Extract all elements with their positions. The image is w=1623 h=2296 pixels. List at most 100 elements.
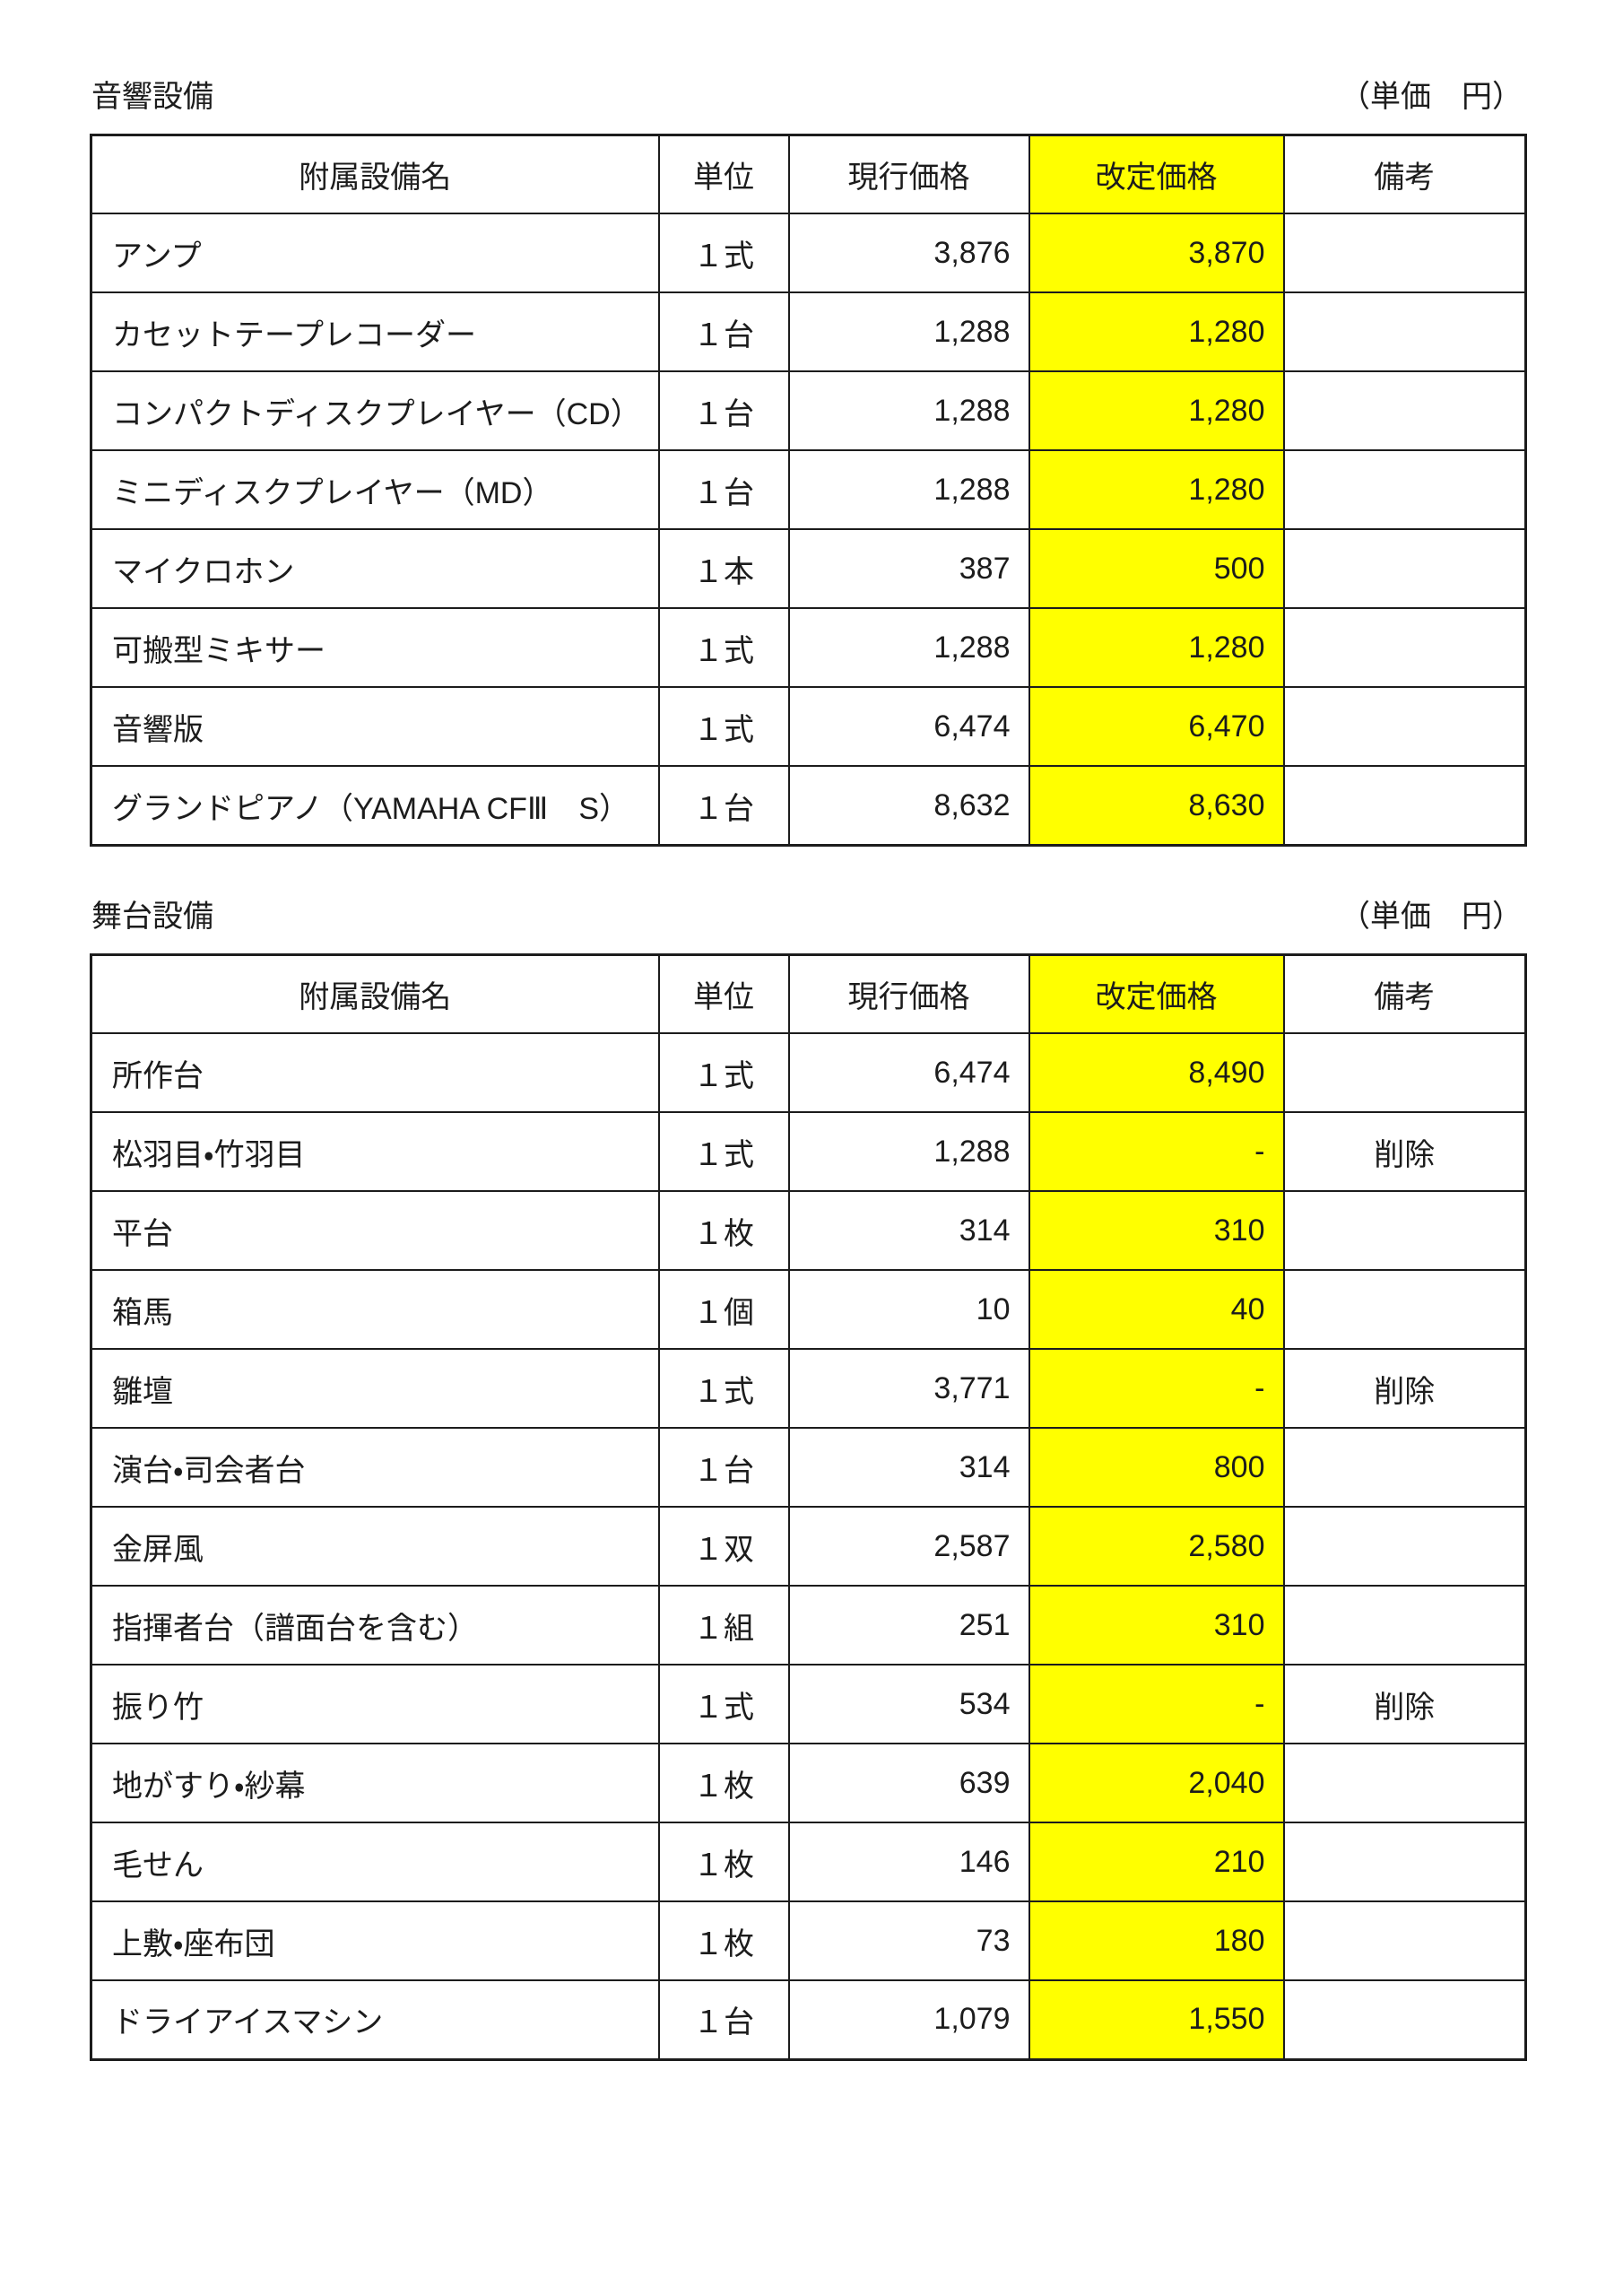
table-row: 平台 １枚 314 310: [90, 1190, 1527, 1272]
cell-revised-price: 180: [1028, 1900, 1285, 1982]
cell-unit: １個: [657, 1269, 790, 1351]
table-title-audio: 音響設備: [91, 80, 213, 114]
cell-revised-price: 800: [1028, 1427, 1285, 1509]
header-current-price: 現行価格: [787, 953, 1030, 1035]
cell-revised-price: 1,550: [1028, 1979, 1285, 2061]
cell-current-price: 1,288: [787, 291, 1030, 373]
cell-equipment-name: 上敷・座布団: [90, 1900, 660, 1982]
table-row: 演台・司会者台 １台 314 800: [90, 1427, 1527, 1509]
cell-revised-price: 8,490: [1028, 1032, 1285, 1114]
cell-equipment-name: コンパクトディスクプレイヤー（CD）: [90, 370, 660, 452]
cell-remarks: [1282, 1032, 1527, 1114]
cell-revised-price: 1,280: [1028, 370, 1285, 452]
header-revised-price: 改定価格: [1028, 953, 1285, 1035]
table-body: 所作台 １式 6,474 8,490 松羽目・竹羽目 １式 1,288- 削除 平台 １枚 314 3…: [90, 1032, 1527, 2061]
cell-equipment-name: ミニディスクプレイヤー（MD）: [90, 449, 660, 531]
cell-unit: １組: [657, 1585, 790, 1666]
table-row: コンパクトディスクプレイヤー（CD） １台 1,288 1,280: [90, 370, 1527, 452]
cell-revised-price: 2,040: [1028, 1743, 1285, 1824]
header-revised-price: 改定価格: [1028, 134, 1285, 215]
cell-unit: １式: [657, 686, 790, 768]
cell-remarks: [1282, 1190, 1527, 1272]
table-row: 金屏風 １双 2,587 2,580: [90, 1506, 1527, 1587]
cell-unit: １式: [657, 1032, 790, 1114]
cell-unit: １枚: [657, 1822, 790, 1903]
cell-equipment-name: グランドピアノ（YAMAHA CFⅢ S）: [90, 765, 660, 847]
table-body: アンプ １式 3,876 3,870 カセットテープレコーダー １台 1,288 1,280 コ…: [90, 213, 1527, 847]
cell-unit: １台: [657, 1427, 790, 1509]
cell-remarks: [1282, 1269, 1527, 1351]
cell-equipment-name: 平台: [90, 1190, 660, 1272]
header-equipment-name: 附属設備名: [90, 953, 660, 1035]
cell-equipment-name: 振り竹: [90, 1664, 660, 1745]
cell-revised-price: 3,870: [1028, 213, 1285, 294]
cell-unit: １式: [657, 1111, 790, 1193]
cell-current-price: 6,474: [787, 1032, 1030, 1114]
cell-unit: １枚: [657, 1190, 790, 1272]
cell-revised-price: -: [1028, 1664, 1285, 1745]
header-row: 附属設備名 単位 現行価格 改定価格 備考: [90, 134, 1527, 215]
cell-unit: １双: [657, 1506, 790, 1587]
table-header: 附属設備名 単位 現行価格 改定価格 備考: [90, 953, 1527, 1035]
cell-current-price: 2,587: [787, 1506, 1030, 1587]
cell-unit: １台: [657, 449, 790, 531]
cell-unit: １台: [657, 765, 790, 847]
cell-current-price: 73: [787, 1900, 1030, 1982]
table-row: ミニディスクプレイヤー（MD） １台 1,288 1,280: [90, 449, 1527, 531]
cell-equipment-name: ドライアイスマシン: [90, 1979, 660, 2061]
cell-unit: １枚: [657, 1743, 790, 1824]
cell-remarks: [1282, 1743, 1527, 1824]
cell-current-price: 387: [787, 528, 1030, 610]
cell-current-price: 3,771: [787, 1348, 1030, 1430]
cell-revised-price: 6,470: [1028, 686, 1285, 768]
cell-remarks: 削除: [1282, 1111, 1527, 1193]
table-row: マイクロホン １本 387 500: [90, 528, 1527, 610]
cell-revised-price: -: [1028, 1348, 1285, 1430]
cell-remarks: [1282, 449, 1527, 531]
cell-remarks: [1282, 1427, 1527, 1509]
cell-equipment-name: 雛壇: [90, 1348, 660, 1430]
cell-remarks: [1282, 213, 1527, 294]
cell-revised-price: 210: [1028, 1822, 1285, 1903]
cell-remarks: [1282, 1506, 1527, 1587]
table-row: 毛せん １枚 146 210: [90, 1822, 1527, 1903]
unit-note: （単価 円）: [1340, 80, 1523, 114]
cell-equipment-name: 指揮者台（譜面台を含む）: [90, 1585, 660, 1666]
cell-revised-price: 1,280: [1028, 291, 1285, 373]
cell-current-price: 6,474: [787, 686, 1030, 768]
table-row: カセットテープレコーダー １台 1,288 1,280: [90, 291, 1527, 373]
cell-remarks: 削除: [1282, 1664, 1527, 1745]
cell-current-price: 1,288: [787, 607, 1030, 689]
header-equipment-name: 附属設備名: [90, 134, 660, 215]
caption-row: 舞台設備 （単価 円）: [90, 899, 1524, 935]
cell-revised-price: 8,630: [1028, 765, 1285, 847]
cell-revised-price: -: [1028, 1111, 1285, 1193]
cell-equipment-name: 松羽目・竹羽目: [90, 1111, 660, 1193]
cell-current-price: 1,288: [787, 449, 1030, 531]
cell-equipment-name: 音響版: [90, 686, 660, 768]
cell-remarks: [1282, 686, 1527, 768]
table-header: 附属設備名 単位 現行価格 改定価格 備考: [90, 134, 1527, 215]
table-title-stage: 舞台設備: [91, 899, 213, 934]
cell-equipment-name: 可搬型ミキサー: [90, 607, 660, 689]
cell-current-price: 146: [787, 1822, 1030, 1903]
cell-revised-price: 1,280: [1028, 607, 1285, 689]
cell-unit: １台: [657, 370, 790, 452]
table-row: ドライアイスマシン １台 1,079 1,550: [90, 1979, 1527, 2061]
header-unit: 単位: [657, 953, 790, 1035]
cell-remarks: [1282, 528, 1527, 610]
cell-equipment-name: 箱馬: [90, 1269, 660, 1351]
cell-equipment-name: 毛せん: [90, 1822, 660, 1903]
cell-remarks: [1282, 1900, 1527, 1982]
cell-current-price: 314: [787, 1190, 1030, 1272]
cell-remarks: [1282, 370, 1527, 452]
header-row: 附属設備名 単位 現行価格 改定価格 備考: [90, 953, 1527, 1035]
cell-equipment-name: 所作台: [90, 1032, 660, 1114]
cell-unit: １式: [657, 213, 790, 294]
cell-current-price: 639: [787, 1743, 1030, 1824]
cell-unit: １本: [657, 528, 790, 610]
cell-current-price: 251: [787, 1585, 1030, 1666]
table-row: 所作台 １式 6,474 8,490: [90, 1032, 1527, 1114]
cell-equipment-name: マイクロホン: [90, 528, 660, 610]
cell-unit: １式: [657, 1664, 790, 1745]
